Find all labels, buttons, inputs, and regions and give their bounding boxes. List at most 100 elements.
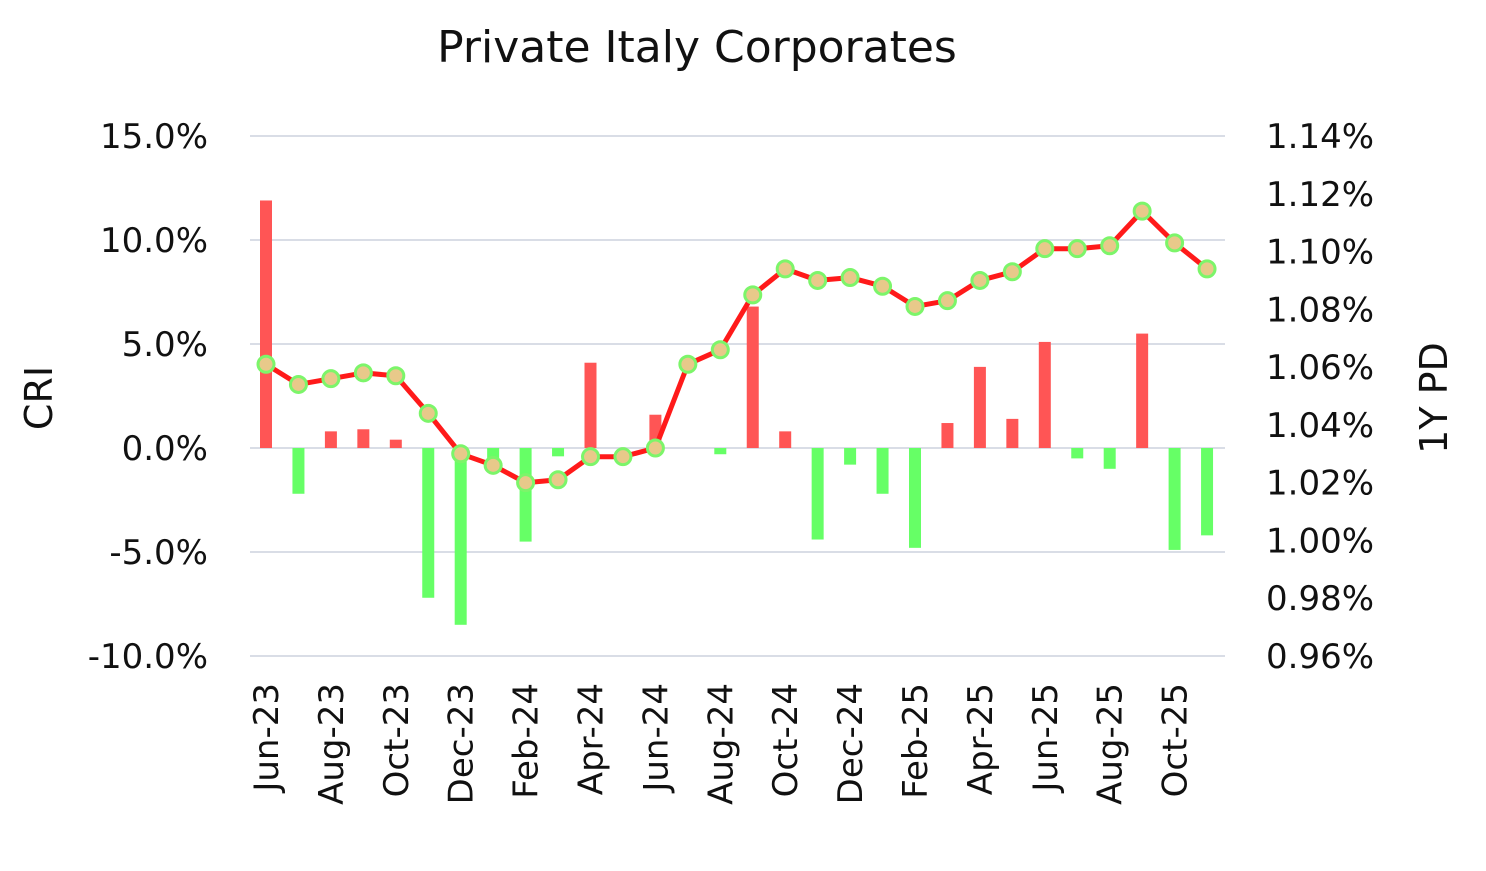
pd-marker [1035,239,1055,259]
cri-bar [909,448,921,548]
pd-marker [288,374,308,394]
pd-marker [516,473,536,493]
cri-bar [584,362,597,448]
cri-bar [811,448,824,540]
left-tick-label: 10.0% [100,221,208,261]
cri-bar [519,448,532,542]
left-tick-label: -10.0% [88,637,208,677]
cri-bar [1038,341,1051,448]
pd-marker [613,447,633,467]
x-tick-label: Dec-23 [442,683,482,804]
right-tick-label: 1.14% [1266,117,1374,157]
cri-bar [876,448,889,494]
gridlines [250,135,1225,657]
cri-bar [292,448,305,494]
cri-bars [260,200,1214,625]
pd-marker [710,340,730,360]
pd-marker [353,363,373,383]
pd-marker [840,268,860,288]
cri-bar [1071,448,1084,459]
pd-marker [548,470,568,490]
pd-marker [483,455,503,475]
x-tick-label: Oct-23 [377,683,417,797]
cri-bar [1168,448,1181,550]
cri-bar [973,366,986,448]
x-tick-label: Dec-24 [831,683,871,804]
x-tick-label: Aug-24 [701,683,741,805]
cri-bar [357,429,370,448]
cri-bar [844,448,857,465]
left-axis-ticks: 15.0% 10.0% 5.0% 0.0% -5.0% -10.0% [88,117,208,677]
pd-marker [321,369,341,389]
cri-bar [746,306,759,448]
x-tick-label: Feb-25 [896,683,936,799]
left-axis-title: CRI [17,366,61,430]
right-tick-label: 1.04% [1266,406,1374,446]
cri-bar [1136,333,1149,448]
cri-bar [552,448,565,457]
right-axis-title: 1Y PD [1412,342,1456,454]
x-tick-label: Oct-24 [766,683,806,797]
pd-marker [645,438,665,458]
cri-bar [1103,448,1116,469]
pd-line-path [264,208,1209,486]
pd-marker [743,285,763,305]
x-tick-label: Oct-25 [1156,683,1196,797]
left-tick-label: -5.0% [109,533,208,573]
pd-marker [937,291,957,311]
left-tick-label: 0.0% [122,429,208,469]
right-tick-label: 1.00% [1266,521,1374,561]
cri-bar [941,423,954,448]
cri-bar [260,200,272,448]
cri-bar [324,431,337,448]
pd-marker [678,354,698,374]
x-axis-ticks: Jun-23 Aug-23 Oct-23 Dec-23 Feb-24 Apr-24 Jun-… [247,683,1196,805]
pd-marker [418,403,438,423]
cri-bar [1201,448,1214,536]
x-tick-label: Apr-25 [961,683,1001,795]
right-tick-label: 1.08% [1266,290,1374,330]
x-tick-label: Jun-23 [247,683,287,794]
right-tick-label: 1.06% [1266,348,1374,388]
x-tick-label: Feb-24 [507,683,547,799]
cri-bar [714,448,727,455]
right-tick-label: 1.12% [1266,175,1374,215]
cri-bar [1006,418,1019,448]
right-tick-label: 0.96% [1266,637,1374,677]
chart-title: Private Italy Corporates [437,22,957,73]
x-tick-label: Aug-23 [312,683,352,805]
pd-marker [1165,233,1185,253]
pd-line [264,208,1209,486]
pd-marker [256,354,276,374]
cri-bar [454,448,467,625]
cri-bar [389,439,402,448]
x-tick-label: Aug-25 [1091,683,1131,805]
pd-marker [386,366,406,386]
pd-marker [873,276,893,296]
pd-markers [256,201,1217,493]
pd-marker [1197,259,1217,279]
pd-marker [581,447,600,467]
right-tick-label: 1.10% [1266,233,1374,273]
right-axis-ticks: 1.14% 1.12% 1.10% 1.08% 1.06% 1.04% 1.02% 1.00%… [1266,117,1374,677]
cri-bar [422,448,435,598]
pd-marker [775,259,795,279]
pd-marker [1100,236,1120,256]
pd-marker [1067,239,1087,259]
pd-marker [451,444,471,464]
x-tick-label: Jun-25 [1026,683,1066,794]
pd-marker [905,296,925,316]
left-tick-label: 15.0% [100,117,208,157]
right-tick-label: 1.02% [1266,464,1374,504]
pd-marker [970,270,990,290]
x-tick-label: Apr-24 [572,683,612,795]
pd-marker [1002,262,1022,282]
right-tick-label: 0.98% [1266,579,1374,619]
cri-bar [779,431,792,448]
pd-marker [808,270,828,290]
pd-marker [1132,201,1152,221]
left-tick-label: 5.0% [122,325,208,365]
x-tick-label: Jun-24 [636,683,676,794]
